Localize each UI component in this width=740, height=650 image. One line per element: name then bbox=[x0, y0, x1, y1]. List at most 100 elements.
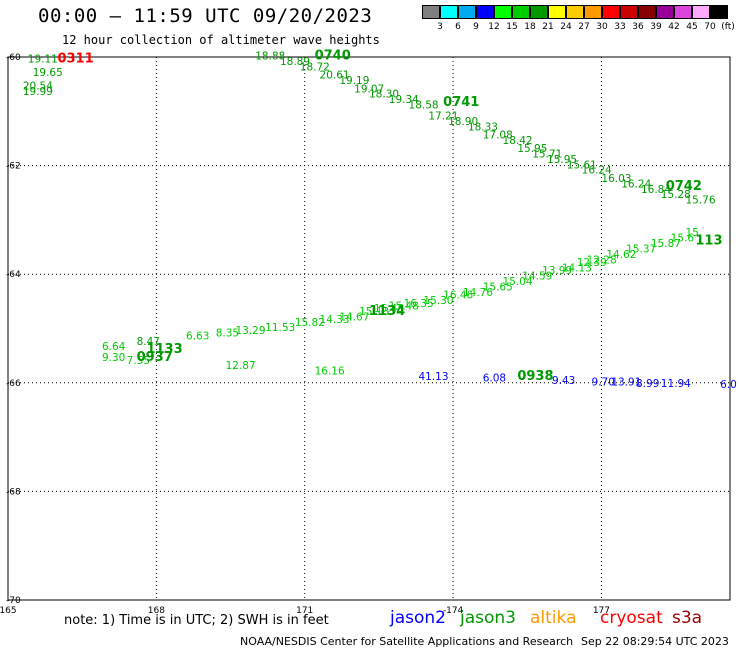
footer-note: note: 1) Time is in UTC; 2) SWH is in fe… bbox=[64, 613, 329, 628]
wave-height-value: 18.33 bbox=[468, 121, 498, 133]
footer-timestamp: Sep 22 08:29:54 UTC 2023 bbox=[581, 635, 729, 648]
wave-height-value: 19.07 bbox=[354, 83, 384, 95]
legend-label: 21 bbox=[542, 22, 554, 32]
wave-height-value: 14.13 bbox=[562, 262, 592, 274]
wave-height-value: 15.04 bbox=[503, 276, 533, 288]
wave-height-value: 14.59 bbox=[522, 271, 552, 283]
wave-height-value: 16.84 bbox=[641, 184, 671, 196]
wave-height-value: 6.63 bbox=[186, 330, 209, 342]
wave-height-value: 6.08 bbox=[483, 373, 506, 385]
wave-height-value: 13.29 bbox=[235, 325, 265, 337]
wave-height-value: 15.61 bbox=[567, 159, 597, 171]
legend-label: 9 bbox=[473, 22, 479, 32]
lat-tick-label: -64 bbox=[6, 270, 21, 280]
wave-height-value: 12.87 bbox=[226, 360, 256, 372]
wave-height-value: 6.64 bbox=[102, 341, 126, 353]
legend-swatch bbox=[548, 5, 566, 19]
wave-height-value: 13.91 bbox=[611, 377, 641, 389]
wave-height-value: 15.82 bbox=[295, 317, 325, 329]
lon-tick-label: 177 bbox=[593, 606, 610, 616]
wave-height-value: 15.45 bbox=[374, 303, 404, 315]
legend-swatch bbox=[512, 5, 530, 19]
legend-label: 12 bbox=[488, 22, 500, 32]
legend-label: 33 bbox=[614, 22, 626, 32]
pass-time-label: 0741 bbox=[443, 95, 479, 110]
legend-label: 27 bbox=[578, 22, 590, 32]
legend-swatch bbox=[620, 5, 638, 19]
wave-height-value: 15.48 bbox=[389, 300, 419, 312]
wave-height-value: 19.65 bbox=[33, 67, 63, 79]
wave-height-value: 16.03 bbox=[601, 173, 631, 185]
lon-tick-label: 165 bbox=[0, 606, 17, 616]
wave-height-value: 15.95 bbox=[547, 154, 577, 166]
footer-credit: NOAA/NESDIS Center for Satellite Applica… bbox=[240, 635, 574, 648]
wave-height-value: 18.88 bbox=[255, 51, 285, 63]
legend-label: 70 bbox=[704, 22, 716, 32]
wave-height-value: 20.61 bbox=[320, 70, 350, 82]
wave-height-value: 6.0 bbox=[720, 379, 737, 391]
wave-height-value: 9.30 bbox=[102, 352, 125, 364]
wave-height-value: 14.67 bbox=[339, 311, 369, 323]
satellite-altika: altika bbox=[530, 608, 577, 628]
wave-height-value: 16.24 bbox=[621, 178, 651, 190]
satellite-jason3: jason3 bbox=[460, 608, 516, 628]
legend-swatch bbox=[566, 5, 584, 19]
wave-height-value: 41.13 bbox=[418, 371, 448, 383]
lat-tick-label: -70 bbox=[6, 596, 21, 606]
wave-height-value: 15.30 bbox=[423, 295, 453, 307]
wave-height-value: 15.71 bbox=[532, 148, 562, 160]
pass-time-label: 113 bbox=[695, 233, 722, 248]
wave-height-value: 15.76 bbox=[685, 195, 715, 207]
wave-height-value: 7.55 bbox=[127, 355, 150, 367]
wave-height-value: 8.35 bbox=[216, 328, 239, 340]
legend-label: 15 bbox=[506, 22, 518, 32]
legend-swatch bbox=[710, 5, 728, 19]
pass-time-label: 0742 bbox=[666, 179, 702, 194]
wave-height-value: 13.99 bbox=[542, 265, 572, 277]
wave-height-value: 17.21 bbox=[428, 110, 458, 122]
pass-time-label: 0938 bbox=[517, 369, 553, 384]
pass-time-label: 1134 bbox=[369, 304, 405, 319]
wave-height-value: 18.90 bbox=[448, 116, 478, 128]
wave-height-value: 14.33 bbox=[320, 314, 350, 326]
pass-time-label: 0311 bbox=[57, 51, 93, 66]
wave-height-value: 9.43 bbox=[552, 375, 575, 387]
wave-height-value: 14.62 bbox=[606, 249, 636, 261]
wave-height-value: 19.34 bbox=[389, 94, 419, 106]
wave-height-value: 15.65 bbox=[483, 281, 513, 293]
pass-time-label: 1133 bbox=[146, 342, 182, 357]
page-subtitle: 12 hour collection of altimeter wave hei… bbox=[62, 33, 380, 47]
wave-height-value: 15.95 bbox=[517, 143, 547, 155]
legend-swatch bbox=[584, 5, 602, 19]
lat-tick-label: -62 bbox=[6, 162, 21, 172]
map-frame bbox=[7, 56, 731, 601]
wave-height-value: 19.99 bbox=[23, 86, 53, 98]
legend-unit: (ft) bbox=[721, 22, 735, 32]
pass-time-label: 0937 bbox=[137, 350, 173, 365]
legend-swatch bbox=[530, 5, 548, 19]
legend-swatch bbox=[440, 5, 458, 19]
wave-height-value: 17.08 bbox=[483, 129, 513, 141]
wave-height-value: 16.35 bbox=[404, 298, 434, 310]
wave-height-value: 16.16 bbox=[315, 366, 345, 378]
legend-swatch bbox=[476, 5, 494, 19]
legend-label: 30 bbox=[596, 22, 608, 32]
satellite-s3a: s3a bbox=[672, 608, 703, 628]
legend-swatch bbox=[692, 5, 710, 19]
wave-height-value: 19.11 bbox=[28, 53, 58, 65]
wave-height-value: 12.28 bbox=[587, 254, 617, 266]
wave-height-value: 15. bbox=[685, 227, 702, 239]
legend-label: 39 bbox=[650, 22, 662, 32]
satellite-cryosat: cryosat bbox=[600, 608, 663, 628]
legend-label: 45 bbox=[686, 22, 698, 32]
wave-height-value: 19.19 bbox=[339, 75, 369, 87]
lon-tick-label: 168 bbox=[148, 606, 165, 616]
legend-label: 42 bbox=[668, 22, 680, 32]
lat-tick-label: -68 bbox=[6, 487, 21, 497]
legend-swatch bbox=[422, 5, 440, 19]
legend-swatch bbox=[602, 5, 620, 19]
wave-height-value: 14.76 bbox=[463, 287, 493, 299]
wave-height-value: 16.24 bbox=[582, 165, 612, 177]
wave-height-value: 15.87 bbox=[651, 238, 681, 250]
